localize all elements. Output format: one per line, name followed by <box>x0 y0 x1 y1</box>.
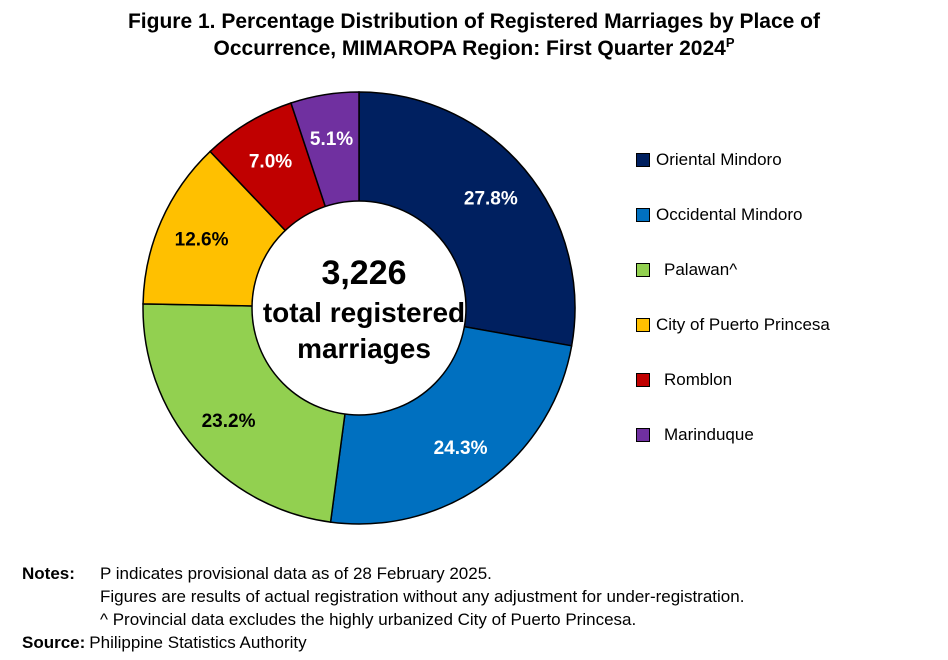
slice-label: 24.3% <box>434 438 488 459</box>
slice-labels: 27.8% 24.3% 23.2% 12.6% 7.0% 5.1% <box>175 129 518 459</box>
notes-section: Notes: P indicates provisional data as o… <box>22 562 744 654</box>
donut-chart: 27.8% 24.3% 23.2% 12.6% 7.0% 5.1% 3,226 total… <box>142 91 576 525</box>
legend-swatch <box>636 263 650 277</box>
legend-swatch <box>636 318 650 332</box>
note-line: P indicates provisional data as of 28 Fe… <box>100 564 492 583</box>
source-text: Philippine Statistics Authority <box>89 633 307 652</box>
legend-label: Oriental Mindoro <box>656 150 782 169</box>
note-line: Figures are results of actual registrati… <box>100 587 745 606</box>
legend-swatch <box>636 428 650 442</box>
notes-label: Notes: <box>22 564 75 583</box>
legend-item: Occidental Mindoro <box>636 205 802 225</box>
notes-row: Notes: P indicates provisional data as o… <box>22 562 744 631</box>
center-total: 3,226 <box>321 254 406 292</box>
center-line1: total registered <box>263 297 465 328</box>
legend-swatch <box>636 373 650 387</box>
legend-item: Romblon <box>636 370 732 390</box>
legend-item: Marinduque <box>636 425 754 445</box>
legend-item: Palawan^ <box>636 260 737 280</box>
center-line2: marriages <box>297 333 431 364</box>
source-row: Source: Philippine Statistics Authority <box>22 631 744 654</box>
provisional-superscript: P <box>725 35 735 50</box>
legend-label: Palawan^ <box>664 260 738 279</box>
legend-swatch <box>636 153 650 167</box>
legend-item: City of Puerto Princesa <box>636 315 830 335</box>
note-line: ^ Provincial data excludes the highly ur… <box>100 610 637 629</box>
legend-label: Marinduque <box>664 425 754 444</box>
slice-label: 5.1% <box>310 129 353 150</box>
legend-label: City of Puerto Princesa <box>656 315 830 334</box>
legend-label: Occidental Mindoro <box>656 205 803 224</box>
chart-title-line2: Occurrence, MIMAROPA Region: First Quart… <box>0 35 948 62</box>
legend-item: Oriental Mindoro <box>636 150 782 170</box>
slice-label: 23.2% <box>202 411 256 432</box>
donut-hole <box>251 200 467 416</box>
slice-label: 7.0% <box>249 152 292 173</box>
legend-label: Romblon <box>664 370 733 389</box>
slice-label: 12.6% <box>175 230 229 251</box>
notes-lines: P indicates provisional data as of 28 Fe… <box>100 562 744 631</box>
chart-title-line1: Figure 1. Percentage Distribution of Reg… <box>127 10 820 33</box>
chart-title: Figure 1. Percentage Distribution of Reg… <box>0 8 948 62</box>
slice-label: 27.8% <box>464 189 518 210</box>
chart-title-line2-text: Occurrence, MIMAROPA Region: First Quart… <box>213 37 726 60</box>
legend-swatch <box>636 208 650 222</box>
source-label: Source: <box>22 633 86 652</box>
